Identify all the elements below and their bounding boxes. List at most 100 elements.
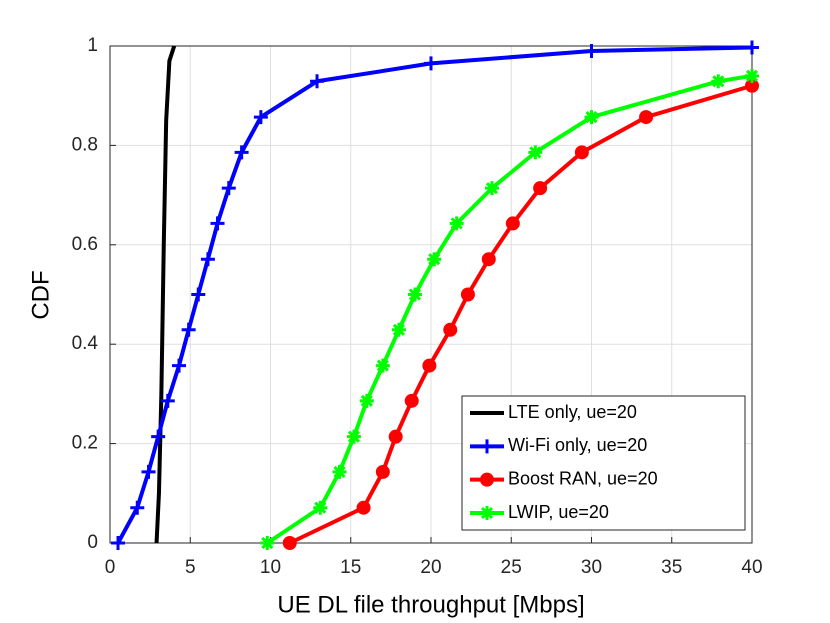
marker-shape xyxy=(584,43,599,58)
legend-box xyxy=(461,395,746,531)
marker-shape xyxy=(111,536,126,550)
marker xyxy=(191,287,206,302)
marker xyxy=(574,145,589,160)
marker-shape xyxy=(404,393,419,408)
x-axis-label: UE DL file throughput [Mbps] xyxy=(277,591,584,618)
marker xyxy=(375,464,390,479)
x-tick-label: 5 xyxy=(185,557,196,578)
marker-shape xyxy=(480,472,494,487)
series-line xyxy=(154,45,177,544)
marker xyxy=(356,500,371,515)
marker xyxy=(484,181,499,196)
y-tick-label: 0.4 xyxy=(72,333,99,354)
legend-item: Boost RAN, ue=20 xyxy=(470,468,658,488)
marker-shape xyxy=(584,110,599,125)
marker-shape xyxy=(130,500,145,515)
y-tick-label: 0 xyxy=(87,532,98,553)
marker-shape xyxy=(422,358,437,373)
x-tick-label: 30 xyxy=(581,557,602,578)
x-tick-label: 15 xyxy=(340,557,361,578)
legend-marker xyxy=(480,472,494,487)
marker-shape xyxy=(533,181,548,196)
marker-shape xyxy=(172,358,187,373)
y-tick-label: 0.2 xyxy=(72,433,98,454)
x-tick-label: 35 xyxy=(661,557,682,578)
marker xyxy=(181,322,196,337)
marker xyxy=(375,358,390,373)
marker-shape xyxy=(151,429,166,444)
marker-shape xyxy=(356,500,371,515)
marker xyxy=(234,145,249,160)
marker xyxy=(260,536,275,550)
marker-shape xyxy=(375,464,390,479)
marker xyxy=(210,216,225,231)
marker-shape xyxy=(260,536,275,550)
marker xyxy=(422,358,437,373)
legend-marker xyxy=(480,439,494,454)
marker xyxy=(584,43,599,58)
legend-item: LTE only, ue=20 xyxy=(470,402,637,422)
marker-shape xyxy=(313,500,328,515)
legend-label: LTE only, ue=20 xyxy=(508,402,637,422)
marker xyxy=(200,252,215,267)
marker xyxy=(130,500,145,515)
marker xyxy=(745,68,759,83)
marker xyxy=(310,74,325,89)
marker-shape xyxy=(200,252,215,267)
plot-frame xyxy=(109,45,753,544)
marker-shape xyxy=(480,439,494,454)
legend-label: LWIP, ue=20 xyxy=(508,502,609,522)
marker-shape xyxy=(191,287,206,302)
marker xyxy=(505,216,520,231)
marker xyxy=(745,40,759,55)
marker-shape xyxy=(711,74,726,89)
marker-shape xyxy=(332,464,347,479)
marker xyxy=(172,358,187,373)
marker xyxy=(584,110,599,125)
marker-shape xyxy=(481,252,496,267)
marker xyxy=(711,74,726,89)
marker-shape xyxy=(181,322,196,337)
marker-shape xyxy=(528,145,543,160)
marker-shape xyxy=(141,464,156,479)
x-tick-label: 10 xyxy=(260,557,281,578)
marker-shape xyxy=(574,145,589,160)
marker xyxy=(313,500,328,515)
legend-label: Wi-Fi only, ue=20 xyxy=(508,435,647,455)
marker-shape xyxy=(480,506,494,520)
marker-shape xyxy=(484,181,499,196)
marker-shape xyxy=(346,429,361,444)
marker xyxy=(346,429,361,444)
x-tick-label: 0 xyxy=(105,557,116,578)
legend-item: Wi-Fi only, ue=20 xyxy=(470,435,647,455)
legend-item: LWIP, ue=20 xyxy=(470,502,609,522)
marker xyxy=(359,393,374,408)
marker-shape xyxy=(234,145,249,160)
marker xyxy=(407,287,422,302)
legend-label: Boost RAN, ue=20 xyxy=(508,468,658,488)
marker-shape xyxy=(388,429,403,444)
marker-shape xyxy=(210,216,225,231)
y-tick-label: 1 xyxy=(87,35,98,56)
y-tick-label: 0.6 xyxy=(72,234,98,255)
marker xyxy=(481,252,496,267)
marker-shape xyxy=(424,56,438,71)
marker-shape xyxy=(391,322,406,337)
marker xyxy=(151,429,166,444)
marker-shape xyxy=(745,68,759,83)
marker xyxy=(449,216,464,231)
marker-shape xyxy=(460,287,475,302)
marker-shape xyxy=(639,110,654,125)
marker-shape xyxy=(221,181,236,196)
marker-shape xyxy=(745,40,759,55)
marker-shape xyxy=(282,536,297,550)
marker xyxy=(282,536,297,550)
marker xyxy=(388,429,403,444)
marker xyxy=(639,110,654,125)
marker-shape xyxy=(375,358,390,373)
marker-shape xyxy=(427,252,442,267)
marker xyxy=(443,322,458,337)
marker xyxy=(391,322,406,337)
